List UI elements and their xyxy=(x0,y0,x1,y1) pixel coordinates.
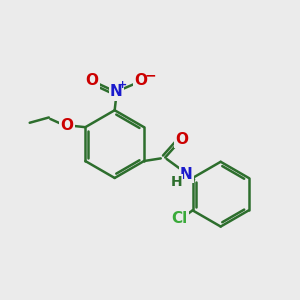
Text: O: O xyxy=(175,132,188,147)
Text: Cl: Cl xyxy=(171,211,188,226)
Text: −: − xyxy=(144,68,156,82)
Text: O: O xyxy=(85,73,98,88)
Text: N: N xyxy=(110,85,122,100)
Text: +: + xyxy=(117,80,127,90)
Text: H: H xyxy=(171,175,183,189)
Text: O: O xyxy=(135,73,148,88)
Text: O: O xyxy=(61,118,74,133)
Text: N: N xyxy=(180,167,193,182)
